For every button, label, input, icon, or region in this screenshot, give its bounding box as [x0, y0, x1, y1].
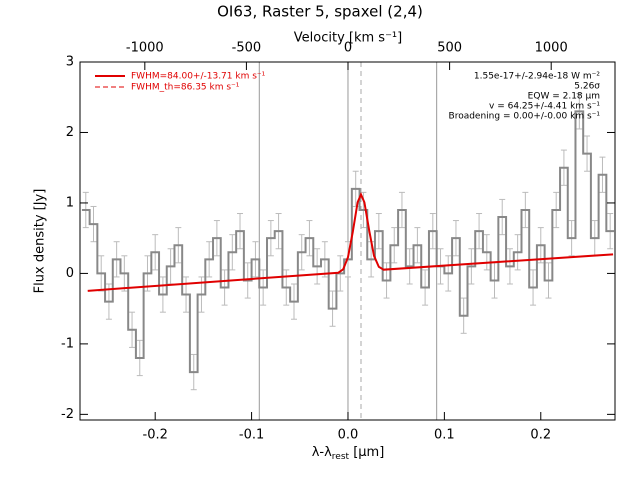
legend-label: FWHM_th=86.35 km s⁻¹ — [131, 83, 240, 93]
y-tick-label: -2 — [61, 407, 74, 422]
x-tick-label: -0.1 — [239, 428, 264, 443]
annotation: EQW = 2.18 µm — [528, 92, 600, 102]
x-axis-label: λ-λrest [µm] — [312, 445, 385, 462]
x2-tick-label: 1000 — [535, 41, 568, 56]
annotation: 1.55e-17+/-2.94e-18 W m⁻² — [474, 72, 601, 82]
x2-tick-label: 0 — [344, 41, 352, 56]
y-tick-label: 3 — [66, 55, 74, 70]
chart-title: OI63, Raster 5, spaxel (2,4) — [217, 3, 423, 21]
annotation: 5.26σ — [574, 82, 600, 92]
y-tick-label: 1 — [66, 195, 74, 210]
legend-label: FWHM=84.00+/-13.71 km s⁻¹ — [131, 72, 266, 82]
x2-tick-label: -500 — [232, 41, 262, 56]
x2-axis-label: Velocity [km s⁻¹] — [294, 31, 402, 46]
y-tick-label: 2 — [66, 125, 74, 140]
x2-tick-label: 500 — [437, 41, 462, 56]
x-tick-label: 0.0 — [338, 428, 359, 443]
fit-line — [87, 191, 614, 292]
annotation: Broadening = 0.00+/-0.00 km s⁻¹ — [449, 112, 601, 122]
x2-tick-label: -1000 — [126, 41, 164, 56]
y-tick-label: 0 — [66, 266, 74, 281]
x-tick-label: -0.2 — [143, 428, 168, 443]
y-tick-label: -1 — [61, 336, 74, 351]
x-label-sub: rest — [332, 452, 350, 462]
x-label-unit: [µm] — [349, 445, 384, 460]
y-axis-label: Flux density [Jy] — [33, 189, 48, 294]
x-label-main: λ-λ — [312, 445, 332, 460]
x-tick-label: 0.1 — [434, 428, 455, 443]
x-tick-label: 0.2 — [530, 428, 551, 443]
annotation: v = 64.25+/-4.41 km s⁻¹ — [489, 102, 600, 112]
